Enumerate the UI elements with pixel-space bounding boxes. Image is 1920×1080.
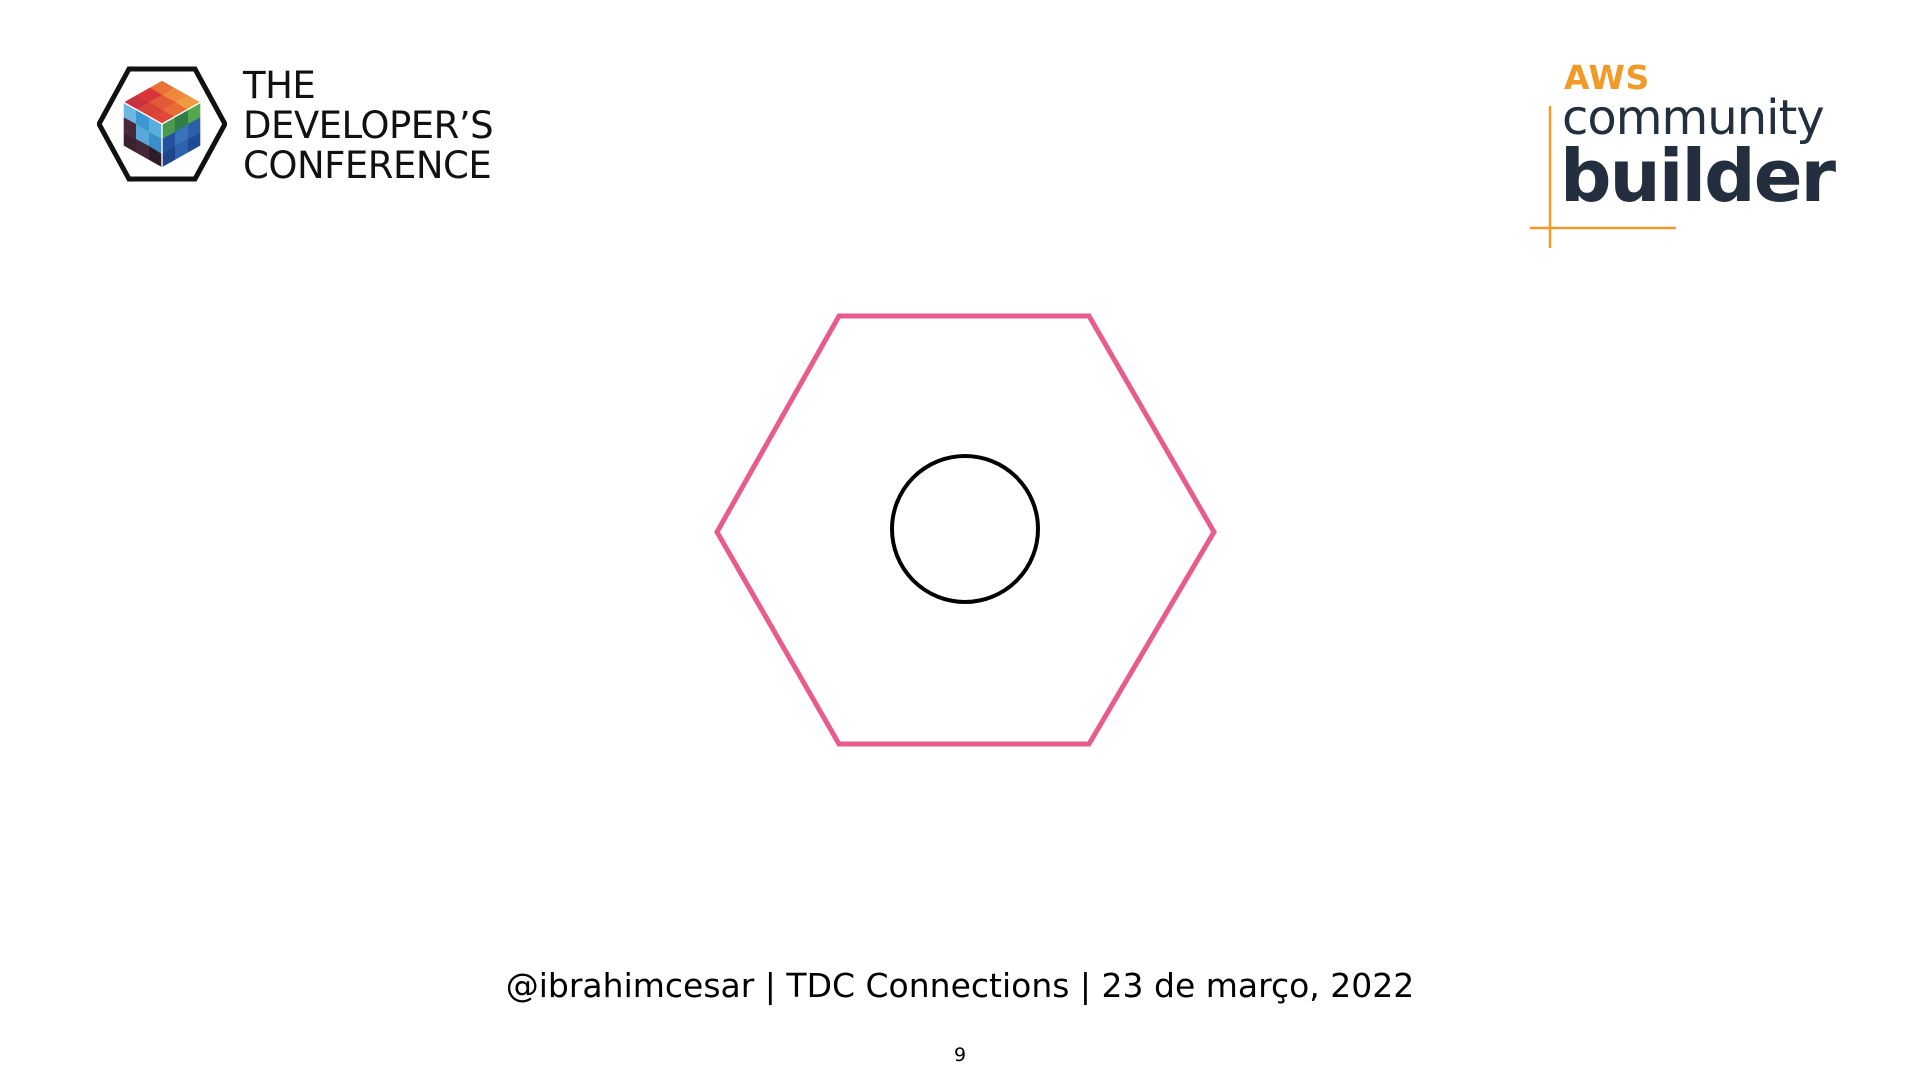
tdc-cube-logo-icon (97, 66, 227, 182)
hexagon-circle-diagram (714, 313, 1217, 747)
tdc-logo-line: THE (243, 64, 316, 107)
tdc-logo-line: DEVELOPER’S (243, 104, 494, 147)
tdc-logo: THE DEVELOPER’S CONFERENCE (97, 66, 517, 186)
hexagon-shape (714, 313, 1217, 747)
aws-logo-crosshair-icon (1530, 106, 1676, 248)
aws-brand-text: AWS (1564, 58, 1650, 97)
aws-community-builder-logo: AWS community builder (1528, 58, 1836, 250)
tdc-logo-line: CONFERENCE (243, 144, 492, 187)
tdc-logo-text: THE DEVELOPER’S CONFERENCE (243, 64, 494, 187)
circle-shape (890, 454, 1040, 604)
aws-community-text: community (1562, 90, 1825, 146)
page-number: 9 (953, 1044, 967, 1066)
aws-builder-text: builder (1560, 134, 1836, 218)
footer-text: @ibrahimcesar | TDC Connections | 23 de … (505, 966, 1415, 1005)
